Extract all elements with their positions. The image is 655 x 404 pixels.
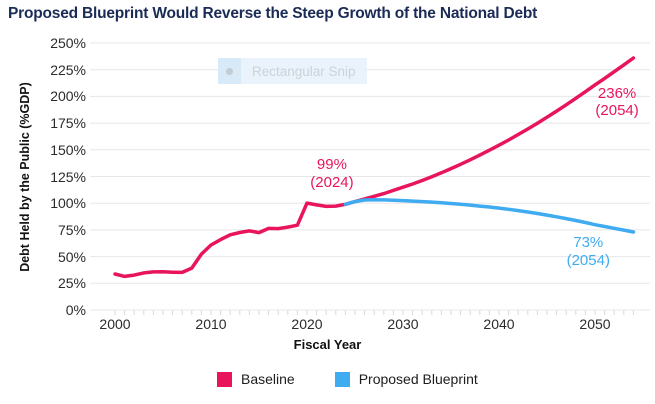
chart-legend: Baseline Proposed Blueprint	[217, 371, 478, 387]
annotation-73pct: 73% (2054)	[566, 234, 610, 269]
y-tick-label: 100%	[50, 195, 86, 212]
rectangular-snip-icon	[218, 58, 241, 84]
y-tick-label: 200%	[50, 88, 86, 105]
legend-swatch-icon	[217, 371, 232, 387]
y-tick-label: 150%	[50, 141, 86, 158]
x-tick-label: 2050	[579, 316, 611, 332]
y-tick-label: 225%	[50, 61, 86, 78]
x-tick-label: 2010	[195, 316, 227, 332]
x-tick-label: 2000	[99, 316, 131, 332]
y-tick-label: 25%	[57, 275, 86, 292]
y-tick-label: 250%	[50, 35, 86, 51]
snip-tooltip-label: Rectangular Snip	[252, 63, 356, 79]
baseline-line	[113, 56, 636, 279]
legend-swatch-icon	[334, 371, 350, 387]
y-tick-label: 0%	[65, 302, 86, 318]
legend-label: Baseline	[241, 371, 295, 387]
y-axis-label: Debt Held by the Public (%GDP)	[18, 82, 32, 272]
y-tick-label: 175%	[50, 115, 86, 132]
snip-tooltip[interactable]: Rectangular Snip	[218, 58, 367, 84]
legend-item-proposed-blueprint: Proposed Blueprint	[334, 371, 478, 387]
x-axis-label: Fiscal Year	[293, 337, 362, 352]
y-tick-label: 125%	[50, 168, 86, 185]
annotation-99pct: 99% (2024)	[310, 156, 354, 191]
legend-label: Proposed Blueprint	[358, 371, 478, 387]
annotation-236pct: 236% (2054)	[595, 84, 639, 120]
snip-dot-icon	[226, 67, 233, 75]
chart-title: Proposed Blueprint Would Reverse the Ste…	[8, 5, 538, 22]
proposed-blueprint-line	[343, 198, 636, 234]
x-tick-label: 2030	[387, 316, 419, 332]
legend-item-baseline: Baseline	[217, 371, 295, 387]
y-tick-label: 50%	[57, 248, 86, 265]
x-tick-label: 2040	[483, 316, 515, 332]
y-tick-label: 75%	[57, 221, 86, 238]
x-tick-label: 2020	[291, 316, 323, 332]
